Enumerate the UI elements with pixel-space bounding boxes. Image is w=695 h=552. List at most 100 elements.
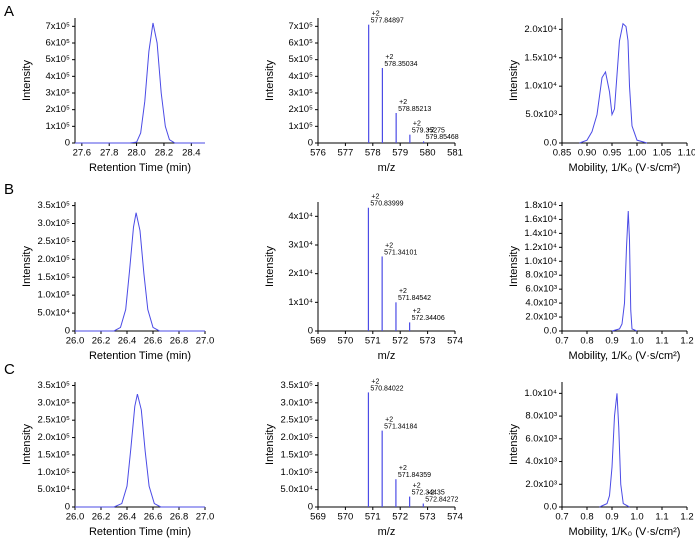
panel-label: C [4, 361, 15, 378]
y-tick-label: 0 [308, 502, 313, 513]
y-tick-label: 2.0x10⁵ [38, 254, 71, 265]
x-tick-label: 1.0 [630, 336, 643, 347]
x-tick-label: 581 [447, 148, 463, 159]
x-tick-label: 27.8 [100, 148, 119, 159]
x-tick-label: 26.0 [66, 512, 85, 523]
x-tick-label: 569 [310, 336, 326, 347]
x-tick-label: 1.2 [680, 336, 693, 347]
peak-charge: +2 [413, 482, 421, 489]
x-tick-label: 26.4 [118, 336, 137, 347]
y-tick-label: 0 [308, 138, 313, 149]
x-tick-label: 570 [337, 336, 353, 347]
y-tick-label: 1.5x10⁵ [38, 449, 71, 460]
y-tick-label: 6x10⁵ [45, 38, 70, 49]
peak-label: 571.34184 [384, 423, 417, 430]
x-tick-label: 0.8 [580, 336, 593, 347]
y-tick-label: 0 [65, 502, 70, 513]
x-tick-label: 578 [365, 148, 381, 159]
x-tick-label: 579 [392, 148, 408, 159]
peak-charge: +2 [372, 11, 380, 18]
y-tick-label: 4x10⁴ [288, 211, 313, 222]
y-tick-label: 1.5x10⁴ [524, 52, 557, 63]
panel-label: B [4, 181, 14, 198]
x-tick-label: 28.2 [155, 148, 174, 159]
y-tick-label: 2.0x10³ [525, 479, 557, 490]
x-tick-label: 26.4 [118, 512, 137, 523]
x-tick-label: 0.90 [578, 148, 597, 159]
y-tick-label: 5.0x10⁴ [37, 308, 70, 319]
peak-label: 579.85468 [426, 134, 459, 141]
x-axis-label: Retention Time (min) [89, 526, 191, 538]
y-tick-label: 5x10⁵ [45, 54, 70, 65]
x-axis-label: Mobility, 1/K₀ (V·s/cm²) [569, 350, 681, 362]
data-line [611, 211, 638, 332]
y-tick-label: 1.0x10⁵ [281, 467, 314, 478]
peak-label: 572.34435 [412, 489, 445, 496]
y-tick-label: 1.2x10⁴ [524, 242, 557, 253]
x-tick-label: 1.10 [678, 148, 695, 159]
y-tick-label: 6x10⁵ [288, 38, 313, 49]
x-tick-label: 572 [392, 336, 408, 347]
y-tick-label: 5.0x10⁴ [37, 484, 70, 495]
panel-label: A [4, 3, 14, 20]
peak-charge: +2 [399, 99, 407, 106]
x-axis-label: m/z [378, 526, 396, 538]
x-tick-label: 576 [310, 148, 326, 159]
y-tick-label: 7x10⁵ [45, 21, 70, 32]
x-tick-label: 1.1 [655, 336, 668, 347]
y-tick-label: 5.0x10⁴ [280, 484, 313, 495]
peak-charge: +2 [371, 194, 379, 201]
data-line [75, 212, 205, 332]
y-axis-label: Intensity [508, 246, 520, 287]
y-tick-label: 0 [65, 326, 70, 337]
peak-label: 577.84897 [371, 18, 404, 25]
y-tick-label: 3.5x10⁵ [38, 200, 71, 211]
data-line [75, 22, 205, 144]
y-tick-label: 1x10⁴ [288, 297, 313, 308]
y-tick-label: 5.0x10³ [525, 109, 557, 120]
x-tick-label: 571 [365, 336, 381, 347]
y-tick-label: 1.6x10⁴ [524, 214, 557, 225]
y-tick-label: 3.0x10⁵ [38, 397, 71, 408]
y-tick-label: 3x10⁵ [288, 88, 313, 99]
x-tick-label: 27.0 [196, 336, 215, 347]
y-tick-label: 3.0x10⁵ [281, 397, 314, 408]
peak-charge: +2 [385, 416, 393, 423]
peak-label: 570.83999 [370, 201, 403, 208]
y-tick-label: 2.5x10⁵ [281, 415, 314, 426]
x-tick-label: 26.0 [66, 336, 85, 347]
x-tick-label: 26.2 [92, 336, 111, 347]
peak-label: 579.35275 [412, 128, 445, 135]
x-tick-label: 1.00 [628, 148, 647, 159]
x-tick-label: 28.0 [127, 148, 146, 159]
x-tick-label: 580 [420, 148, 436, 159]
y-tick-label: 6.0x10³ [525, 284, 557, 295]
x-tick-label: 1.1 [655, 512, 668, 523]
y-tick-label: 3x10⁵ [45, 88, 70, 99]
peak-charge: +2 [413, 308, 421, 315]
y-tick-label: 3.0x10⁵ [38, 218, 71, 229]
y-tick-label: 8.0x10³ [525, 270, 557, 281]
y-axis-label: Intensity [264, 246, 276, 287]
peak-charge: +2 [385, 54, 393, 61]
y-tick-label: 3x10⁴ [288, 240, 313, 251]
peak-label: 570.84022 [370, 385, 403, 392]
x-tick-label: 0.95 [603, 148, 622, 159]
peak-charge: +2 [426, 489, 434, 496]
peak-charge: +2 [413, 121, 421, 128]
x-axis-label: Mobility, 1/K₀ (V·s/cm²) [569, 526, 681, 538]
y-tick-label: 0 [308, 326, 313, 337]
x-tick-label: 569 [310, 512, 326, 523]
x-tick-label: 0.7 [555, 512, 568, 523]
x-tick-label: 26.6 [144, 336, 163, 347]
peak-charge: +2 [371, 378, 379, 385]
y-tick-label: 2.0x10⁵ [38, 432, 71, 443]
x-axis-label: m/z [378, 162, 396, 174]
peak-label: 578.35034 [384, 61, 417, 68]
x-tick-label: 26.8 [170, 336, 189, 347]
x-tick-label: 26.2 [92, 512, 111, 523]
data-line [75, 394, 205, 508]
y-tick-label: 0.0 [544, 326, 557, 337]
x-tick-label: 26.6 [144, 512, 163, 523]
